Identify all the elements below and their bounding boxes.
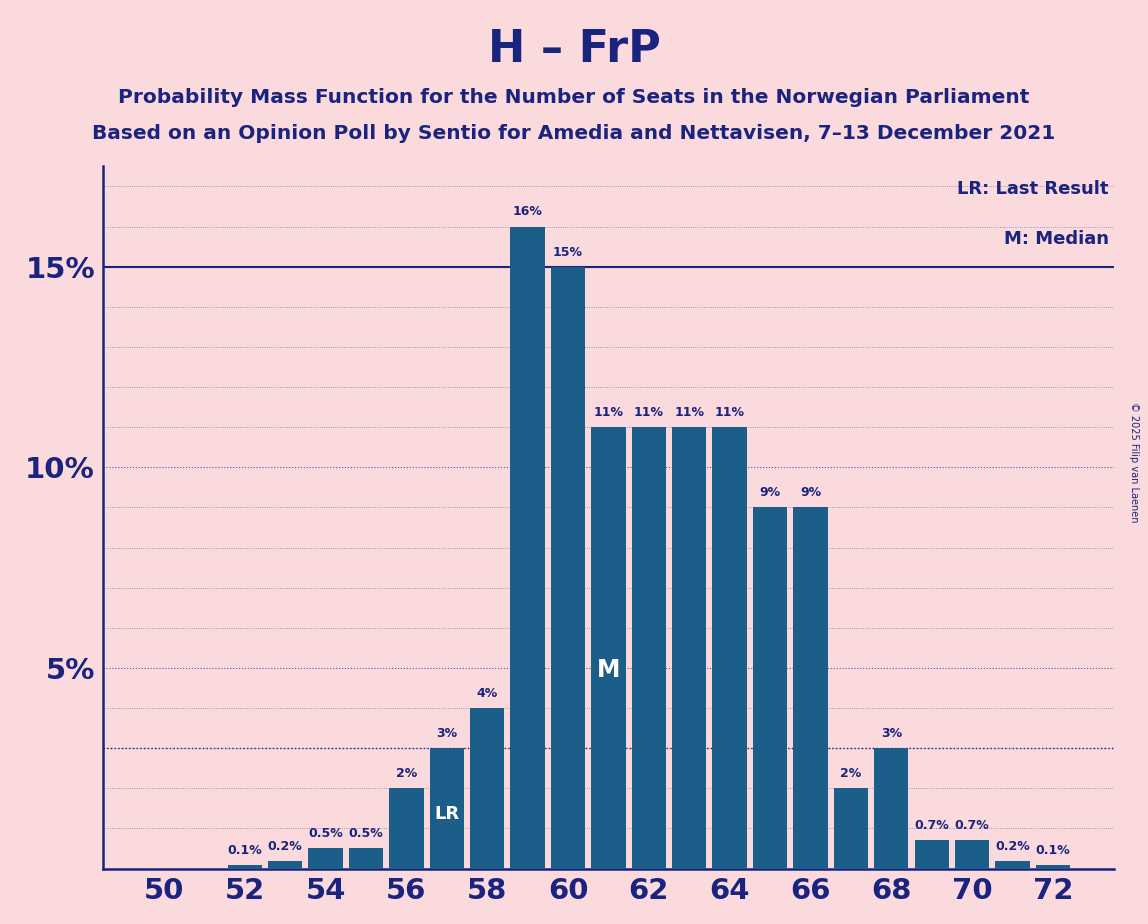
Bar (470, 708, 504, 869)
Bar (429, 748, 464, 869)
Text: 11%: 11% (594, 407, 623, 419)
Text: 11%: 11% (715, 407, 745, 419)
Text: Based on an Opinion Poll by Sentio for Amedia and Nettavisen, 7–13 December 2021: Based on an Opinion Poll by Sentio for A… (92, 124, 1056, 143)
Text: 9%: 9% (760, 486, 781, 499)
Bar (793, 507, 828, 869)
Text: 0.1%: 0.1% (1035, 844, 1070, 857)
Bar (349, 848, 383, 869)
Text: H – FrP: H – FrP (488, 28, 660, 71)
Text: 0.5%: 0.5% (308, 828, 343, 841)
Bar (955, 841, 990, 869)
Text: 0.2%: 0.2% (267, 840, 303, 853)
Text: LR: LR (434, 806, 459, 823)
Bar (551, 267, 585, 869)
Bar (874, 748, 908, 869)
Text: LR: Last Result: LR: Last Result (957, 180, 1109, 199)
Bar (227, 865, 262, 869)
Text: 2%: 2% (840, 767, 861, 780)
Text: Probability Mass Function for the Number of Seats in the Norwegian Parliament: Probability Mass Function for the Number… (118, 88, 1030, 107)
Bar (511, 226, 545, 869)
Text: 16%: 16% (513, 205, 543, 218)
Text: 3%: 3% (881, 727, 902, 740)
Text: 3%: 3% (436, 727, 457, 740)
Bar (672, 427, 706, 869)
Text: M: Median: M: Median (1003, 229, 1109, 248)
Bar (753, 507, 788, 869)
Text: 0.7%: 0.7% (914, 820, 949, 833)
Bar (833, 788, 868, 869)
Text: M: M (597, 658, 620, 682)
Text: 0.2%: 0.2% (995, 840, 1030, 853)
Text: 2%: 2% (396, 767, 417, 780)
Text: 11%: 11% (634, 407, 664, 419)
Text: 0.5%: 0.5% (349, 828, 383, 841)
Bar (1035, 865, 1070, 869)
Text: 9%: 9% (800, 486, 821, 499)
Text: 0.7%: 0.7% (955, 820, 990, 833)
Text: 4%: 4% (476, 687, 498, 700)
Bar (995, 860, 1030, 869)
Text: 0.1%: 0.1% (227, 844, 262, 857)
Text: 15%: 15% (553, 246, 583, 259)
Bar (631, 427, 666, 869)
Text: © 2025 Filip van Laenen: © 2025 Filip van Laenen (1130, 402, 1139, 522)
Bar (389, 788, 424, 869)
Text: 11%: 11% (674, 407, 704, 419)
Bar (713, 427, 747, 869)
Bar (591, 427, 626, 869)
Bar (267, 860, 302, 869)
Bar (309, 848, 343, 869)
Bar (915, 841, 949, 869)
